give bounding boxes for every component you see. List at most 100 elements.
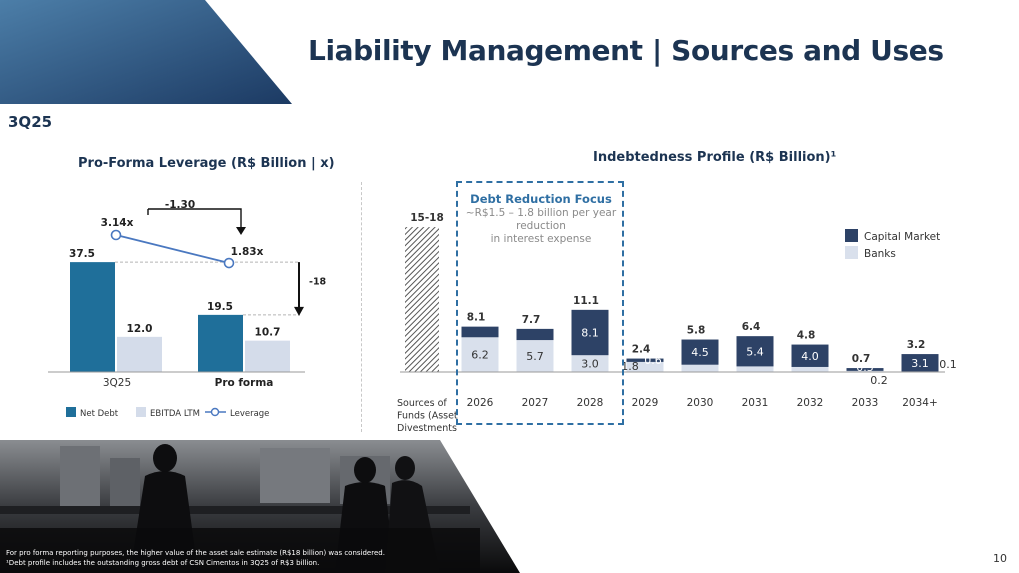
capital-market-bar-segment (516, 328, 554, 341)
leverage-value-label: 1.83x (231, 246, 264, 258)
banks-bar-segment (626, 361, 664, 372)
capital-market-bar-segment (461, 326, 499, 338)
indebtedness-chart: 15-18 6.2 8.1 5.7 7.7 8.1 3.0 11.1 2.4 4.5 5.8 5.4 6… (397, 212, 957, 434)
category-label: 2028 (577, 397, 604, 409)
legend-label-net-debt: Net Debt (80, 409, 119, 419)
total-value-label: 5.8 (687, 325, 706, 337)
category-label: 2026 (467, 397, 494, 409)
total-value-label: 3.2 (907, 339, 926, 351)
leverage-chart: 37.5 12.0 19.5 10.7 3Q25 Pro forma -18 3.14x 1.8… (48, 199, 327, 419)
focus-line-3: in interest expense (490, 233, 592, 245)
legend-swatch-net-debt (66, 407, 76, 417)
corner-decoration (0, 0, 292, 104)
capital-market-value-label: 4.5 (691, 346, 709, 359)
total-value-label: 4.8 (797, 330, 816, 342)
capital-market-value-label: 5.4 (746, 345, 764, 358)
leverage-point (223, 257, 235, 269)
banks-bar-segment (681, 364, 719, 372)
capital-market-value-label: 4.0 (801, 350, 819, 363)
banks-bar-segment (846, 370, 884, 372)
legend-label-ebitda: EBITDA LTM (150, 409, 200, 419)
focus-line-2: reduction (516, 220, 566, 232)
legend-label-capital-market: Capital Market (864, 231, 940, 243)
section-divider (361, 182, 362, 432)
total-value-label: 0.7 (852, 353, 871, 365)
capital-market-value-label: 0.5 (856, 361, 874, 374)
total-value-label: 2.4 (632, 344, 651, 356)
banks-value-label: 1.8 (621, 360, 639, 373)
sources-of-funds-bar (405, 227, 439, 372)
page-number: 10 (993, 552, 1007, 565)
focus-box-text: ~R$1.5 – 1.8 billion per year reduction … (459, 207, 623, 246)
category-label: 2033 (852, 397, 879, 409)
leverage-point (110, 229, 122, 241)
banks-bar-segment (736, 366, 774, 372)
period-label: 3Q25 (8, 113, 53, 131)
indebtedness-chart-title: Indebtedness Profile (R$ Billion)¹ (593, 150, 837, 165)
leverage-chart-title: Pro-Forma Leverage (R$ Billion | x) (78, 156, 335, 171)
focus-box-title: Debt Reduction Focus (470, 192, 612, 206)
banks-bar-segment (571, 355, 609, 372)
leverage-line (115, 234, 230, 264)
focus-line-1: ~R$1.5 – 1.8 billion per year (465, 207, 617, 219)
category-label: Funds (Asset (397, 411, 458, 422)
capital-market-value-label: 8.1 (581, 327, 599, 340)
net-debt-value-label: 19.5 (207, 301, 233, 313)
category-label: Pro forma (215, 377, 274, 389)
sources-value-label: 15-18 (410, 212, 444, 224)
total-value-label: 7.7 (522, 314, 541, 326)
leverage-value-label: 3.14x (101, 217, 134, 229)
ebitda-value-label: 10.7 (255, 327, 281, 339)
leverage-change-label: -1.30 (165, 199, 195, 211)
net-debt-change-arrowhead (294, 306, 304, 316)
net-debt-bar (70, 262, 115, 372)
category-label: Divestments (397, 423, 457, 434)
category-label: 2029 (632, 397, 659, 409)
total-value-label: 8.1 (467, 312, 486, 324)
banks-value-label: 3.0 (581, 358, 599, 371)
leverage-change-bracket (148, 208, 242, 228)
category-label: 3Q25 (103, 377, 131, 389)
capital-market-value-label: 0.6 (644, 354, 662, 367)
net-debt-bar (198, 314, 243, 372)
category-label: 2032 (797, 397, 824, 409)
total-value-label: 6.4 (742, 321, 761, 333)
legend-label-leverage: Leverage (230, 409, 269, 419)
capital-market-bar-segment (901, 354, 939, 372)
capital-market-bar-segment (571, 309, 609, 356)
category-label: Sources of (397, 398, 447, 409)
capital-market-bar-segment (791, 344, 829, 367)
banks-bar-segment (791, 366, 829, 372)
category-label: 2030 (687, 397, 714, 409)
legend-marker-leverage (210, 407, 220, 417)
category-label: 2031 (742, 397, 769, 409)
capital-market-bar-segment (681, 339, 719, 365)
ebitda-bar (245, 340, 290, 372)
banks-value-label: 0.1 (939, 358, 957, 371)
legend-swatch-ebitda (136, 407, 146, 417)
net-debt-value-label: 37.5 (69, 248, 95, 260)
legend-swatch-capital-market (845, 229, 858, 242)
office-silhouette-image (0, 440, 520, 573)
ebitda-bar (117, 336, 162, 372)
total-value-label: 11.1 (573, 295, 599, 307)
capital-market-bar-segment (736, 336, 774, 367)
banks-value-label: 6.2 (471, 349, 489, 362)
category-label: 2027 (522, 397, 549, 409)
banks-value-label: 0.2 (870, 374, 888, 387)
page-title: Liability Management | Sources and Uses (308, 34, 944, 67)
banks-value-label: 5.7 (526, 350, 544, 363)
legend-label-banks: Banks (864, 248, 896, 260)
banks-bar-segment (461, 337, 499, 372)
net-debt-change-label: -18 (309, 276, 327, 287)
capital-market-value-label: 3.1 (911, 357, 929, 370)
banks-bar-segment (516, 340, 554, 372)
ebitda-value-label: 12.0 (127, 323, 153, 335)
leverage-change-arrowhead (236, 227, 246, 235)
footnote-1: For pro forma reporting purposes, the hi… (6, 549, 385, 557)
footnote-2: ¹Debt profile includes the outstanding g… (6, 559, 320, 567)
capital-market-bar-segment (846, 368, 884, 371)
legend-swatch-banks (845, 246, 858, 259)
debt-reduction-focus-box (456, 181, 624, 425)
category-label: 2034+ (902, 397, 938, 409)
